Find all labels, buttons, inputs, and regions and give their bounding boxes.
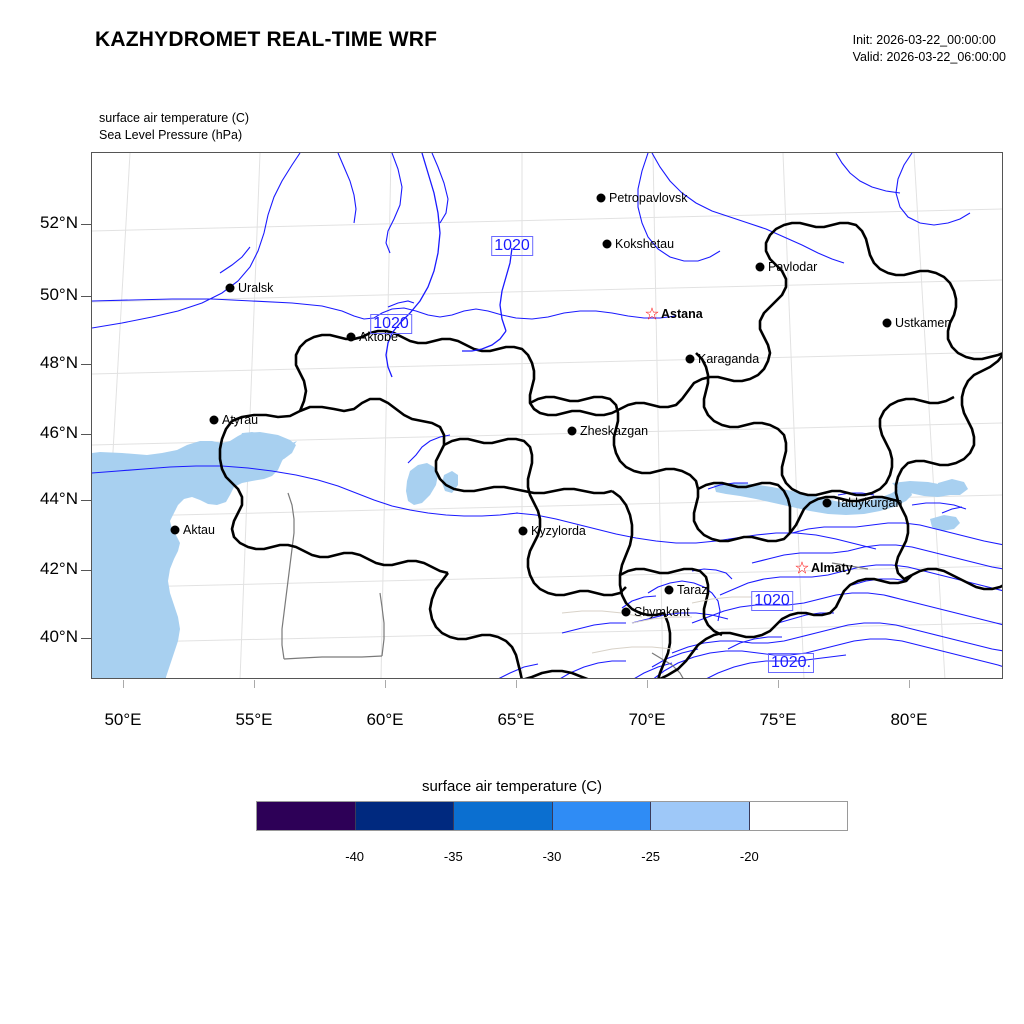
longitude-tick-mark: [647, 680, 648, 688]
city-label: Pavlodar: [768, 260, 818, 274]
city-label: Karaganda: [698, 352, 760, 366]
map-graphics: [92, 153, 1002, 678]
colorbar-tick-label: -20: [739, 849, 759, 864]
page-title: KAZHYDROMET REAL-TIME WRF: [95, 28, 438, 51]
variable-pressure-label: Sea Level Pressure (hPa): [99, 127, 243, 142]
isobar-contours: [385, 153, 513, 378]
city-label: Almaty: [811, 561, 853, 575]
secondary-borders: [281, 492, 869, 678]
water-bodies: [92, 432, 968, 678]
map-plot-area[interactable]: Petropavlovsk Kokshetau Pavlodar Uralsk ☆ Ast…: [91, 152, 1003, 679]
latitude-tick-mark: [81, 296, 92, 297]
city-marker: [664, 585, 674, 595]
longitude-tick-mark: [123, 680, 124, 688]
city-marker: [225, 283, 235, 293]
run-info: Init: 2026-03-22_00:00:00 Valid: 2026-03…: [853, 32, 1006, 66]
city-marker: [346, 332, 356, 342]
hydrography: [92, 153, 1002, 678]
city-label: Taraz: [677, 583, 708, 597]
longitude-tick-label: 75°E: [759, 710, 797, 729]
capital-star-icon: ☆: [644, 304, 660, 324]
latitude-tick-mark: [81, 500, 92, 501]
national-border: [218, 221, 1002, 678]
colorbar-tick-label: -40: [345, 849, 365, 864]
city-label: Astana: [661, 307, 703, 321]
city-marker: [621, 607, 631, 617]
longitude-tick-label: 65°E: [497, 710, 535, 729]
variable-temperature-label: surface air temperature (C): [99, 111, 250, 125]
latitude-tick-mark: [81, 434, 92, 435]
latitude-tick-label: 52°N: [40, 213, 78, 232]
longitude-tick-mark: [385, 680, 386, 688]
longitude-tick-label: 60°E: [366, 710, 404, 729]
city-marker: [170, 525, 180, 535]
city-marker: [567, 426, 577, 436]
capital-star-icon: ☆: [794, 558, 810, 578]
city-marker: [209, 415, 219, 425]
longitude-tick-mark: [778, 680, 779, 688]
latitude-tick-label: 50°N: [40, 285, 78, 304]
colorbar-tick-label: -25: [641, 849, 661, 864]
latitude-tick-mark: [81, 224, 92, 225]
city-label: Kyzylorda: [531, 524, 586, 538]
init-time: Init: 2026-03-22_00:00:00: [852, 33, 996, 47]
isobar-value-label: 1020: [491, 236, 533, 256]
colorbar-segment: [257, 802, 356, 830]
colorbar-segment: [454, 802, 553, 830]
city-marker: [685, 354, 695, 364]
city-marker: [602, 239, 612, 249]
city-marker: [882, 318, 892, 328]
colorbar[interactable]: [256, 801, 848, 831]
colorbar-segment: [552, 802, 651, 830]
isobar-value-label: 1020.: [767, 653, 815, 673]
city-label: Aktau: [183, 523, 215, 537]
colorbar-segment: [651, 802, 750, 830]
longitude-tick-mark: [254, 680, 255, 688]
colorbar-title: surface air temperature (C): [421, 778, 603, 795]
city-label: Zheskazgan: [580, 424, 649, 438]
colorbar-tick-label: -30: [542, 849, 562, 864]
city-label: Shymkent: [634, 605, 690, 619]
longitude-tick-label: 50°E: [104, 710, 142, 729]
latitude-tick-label: 44°N: [40, 489, 78, 508]
latitude-tick-mark: [81, 364, 92, 365]
colorbar-segment: [749, 802, 847, 830]
valid-time: Valid: 2026-03-22_06:00:00: [852, 49, 1006, 64]
latitude-tick-label: 48°N: [40, 353, 78, 372]
variable-labels: surface air temperature (C) Sea Level Pr…: [99, 110, 249, 144]
city-marker: [755, 262, 765, 272]
latitude-tick-mark: [81, 638, 92, 639]
latitude-tick-mark: [81, 570, 92, 571]
isobar-value-label: 1020: [370, 314, 412, 334]
city-label: Taldykurgan: [835, 496, 903, 510]
longitude-tick-mark: [909, 680, 910, 688]
latitude-tick-label: 46°N: [40, 423, 78, 442]
longitude-tick-mark: [516, 680, 517, 688]
latitude-tick-label: 40°N: [40, 627, 78, 646]
latitude-tick-label: 42°N: [40, 559, 78, 578]
longitude-tick-label: 70°E: [628, 710, 666, 729]
city-marker: [822, 498, 832, 508]
city-label: Uralsk: [238, 281, 274, 295]
city-label: Kokshetau: [615, 237, 675, 251]
longitude-tick-label: 80°E: [890, 710, 928, 729]
colorbar-tick-label: -35: [443, 849, 463, 864]
isobar-value-label: 1020: [751, 591, 793, 611]
city-label: Atyrau: [222, 413, 259, 427]
city-label: Ustkamen: [895, 316, 952, 330]
city-marker: [596, 193, 606, 203]
city-label: Petropavlovsk: [609, 191, 688, 205]
city-marker: [518, 526, 528, 536]
longitude-tick-label: 55°E: [235, 710, 273, 729]
colorbar-segment: [355, 802, 454, 830]
